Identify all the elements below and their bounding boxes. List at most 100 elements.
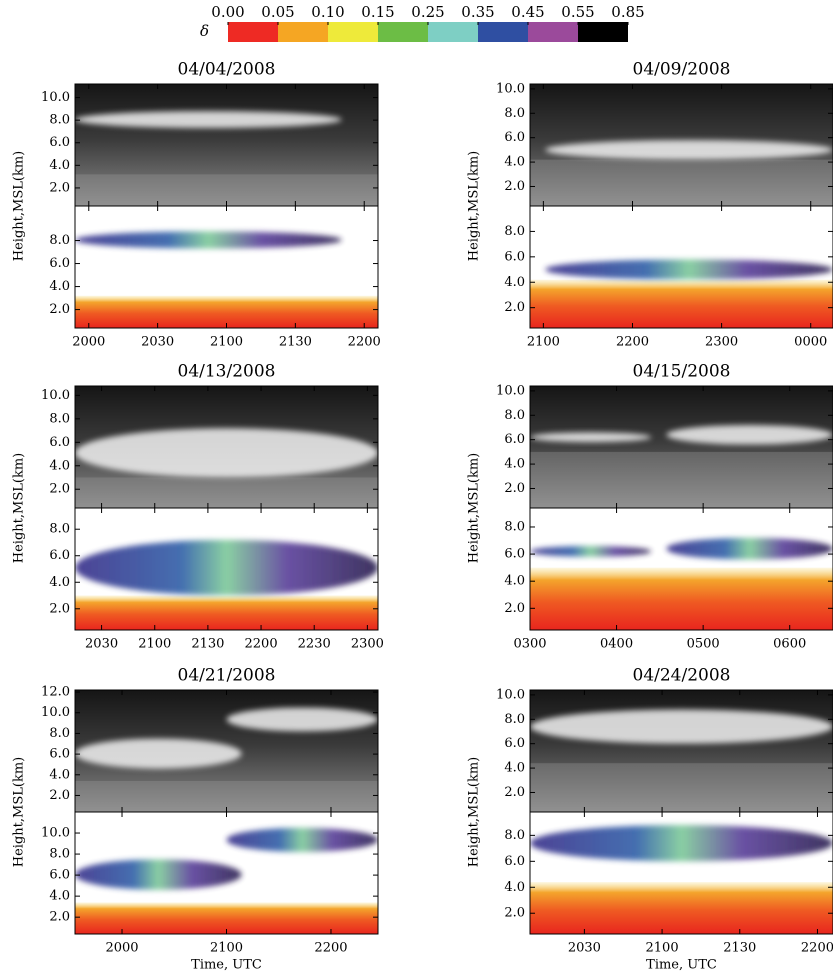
y-tick-label: 8.0 [49,233,70,248]
y-tick-label: 10.0 [496,81,525,96]
colorbar-segment [228,22,278,42]
colorbar-label: 0.85 [611,3,644,21]
y-tick-label: 8.0 [504,106,525,121]
x-axis-label: Time, UTC [646,958,717,973]
colorbar-label: 0.45 [511,3,544,21]
y-tick-label: 4.0 [49,889,70,904]
x-tick-label: 0500 [687,637,720,652]
y-tick-label: 2.0 [49,788,70,803]
panel-title: 04/24/2008 [633,666,731,686]
cloud [226,707,378,732]
x-tick-label: 2130 [279,335,312,350]
x-tick-label: 2200 [801,941,833,956]
colorbar-label: 0.15 [361,3,394,21]
backscatter-image [75,386,378,508]
depolarization-image [75,206,378,328]
x-tick-label: 0000 [794,335,827,350]
boundary-layer [530,763,833,812]
backscatter-image [530,84,833,206]
y-tick-label: 6.0 [49,135,70,150]
aerosol-layer [530,882,833,934]
x-tick-label: 2100 [210,941,243,956]
y-tick-label: 6.0 [504,854,525,869]
panel-title: 04/13/2008 [178,362,276,382]
y-tick-label: 8.0 [49,726,70,741]
colorbar-segment [378,22,428,42]
x-tick-label: 2030 [141,335,174,350]
y-axis-label: Height,MSL(km) [467,453,482,563]
backscatter-image [75,690,378,812]
y-tick-label: 4.0 [504,761,525,776]
y-tick-label: 10.0 [496,687,525,702]
y-tick-label: 6.0 [49,548,70,563]
cloud [530,432,652,443]
backscatter-image [530,386,833,508]
y-axis-label: Height,MSL(km) [12,757,27,867]
depolarization-image [530,812,833,934]
cloud [666,425,833,445]
y-tick-label: 6.0 [49,256,70,271]
y-tick-label: 10.0 [496,383,525,398]
x-tick-label: 2100 [138,637,171,652]
aerosol-layer [75,902,378,934]
image-background [75,84,378,206]
y-tick-label: 8.0 [504,828,525,843]
panel-title: 04/09/2008 [633,60,731,80]
y-tick-label: 2.0 [49,180,70,195]
y-tick-label: 6.0 [49,435,70,450]
aerosol-layer [75,595,378,630]
cloud-depolarization [75,859,242,890]
cloud-depolarization [530,545,652,557]
depolarization-image [75,508,378,630]
plot-frame [74,507,379,631]
y-tick-label: 2.0 [504,906,525,921]
colorbar-label: 0.35 [461,3,494,21]
y-tick-label: 8.0 [49,113,70,128]
aerosol-layer [75,295,378,328]
y-tick-label: 8.0 [49,847,70,862]
y-tick-label: 6.0 [49,868,70,883]
y-tick-label: 2.0 [504,179,525,194]
y-tick-label: 2.0 [504,785,525,800]
y-tick-label: 4.0 [49,575,70,590]
boundary-layer [75,174,378,206]
plot-frame [529,205,833,329]
x-tick-label: 2200 [314,941,347,956]
x-tick-label: 2000 [105,941,138,956]
y-axis-label: Height,MSL(km) [12,453,27,563]
y-tick-label: 4.0 [504,880,525,895]
cloud-depolarization [545,259,833,280]
boundary-layer [530,451,833,508]
x-tick-label: 2200 [616,335,649,350]
x-axis-label: Time, UTC [191,958,262,973]
colorbar-symbol: δ [200,22,209,40]
x-tick-label: 0400 [600,637,633,652]
x-tick-label: 0300 [513,637,546,652]
depolarization-image [75,812,378,934]
y-tick-label: 6.0 [504,432,525,447]
y-tick-label: 2.0 [49,482,70,497]
y-tick-label: 6.0 [504,736,525,751]
colorbar-segment [428,22,478,42]
aerosol-layer [530,567,833,630]
backscatter-image [530,690,833,812]
y-tick-label: 4.0 [49,158,70,173]
y-tick-label: 2.0 [504,601,525,616]
x-tick-label: 2300 [351,637,384,652]
y-tick-label: 4.0 [504,457,525,472]
cloud-depolarization [226,827,378,852]
x-tick-label: 2030 [85,637,118,652]
x-tick-label: 2030 [568,941,601,956]
cloud-depolarization [666,537,833,560]
y-tick-label: 8.0 [504,712,525,727]
y-axis-label: Height,MSL(km) [467,151,482,261]
y-tick-label: 6.0 [49,747,70,762]
cloud [530,709,833,744]
y-tick-label: 4.0 [504,155,525,170]
x-tick-label: 0600 [773,637,806,652]
y-tick-label: 6.0 [504,547,525,562]
x-tick-label: 2130 [723,941,756,956]
plot-frame [529,811,833,935]
y-tick-label: 2.0 [49,302,70,317]
